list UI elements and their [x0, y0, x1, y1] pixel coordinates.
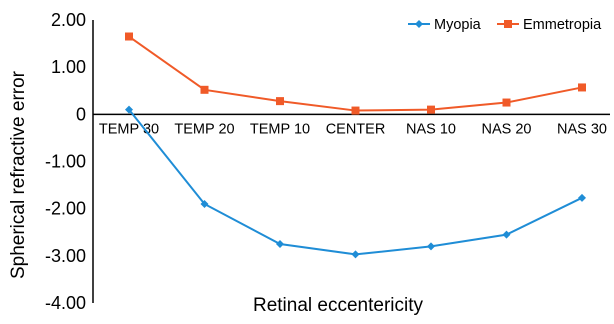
legend-label-emmetropia: Emmetropia [523, 17, 602, 33]
data-point-myopia [276, 240, 284, 249]
x-category-label: NAS 20 [482, 121, 532, 137]
y-axis-ticks: 2.00 1.00 0 -1.00 -2.00 -3.00 -4.00 [45, 10, 86, 313]
data-point-emmetropia [578, 83, 586, 92]
x-axis-category-labels: TEMP 30 TEMP 20 TEMP 10 CENTER NAS 10 NAS 20 N… [99, 121, 607, 137]
data-point-myopia [351, 250, 360, 259]
data-point-emmetropia [351, 106, 360, 115]
y-tick-label: -1.00 [45, 152, 86, 172]
x-category-label: TEMP 10 [250, 121, 310, 137]
data-point-emmetropia [427, 105, 435, 114]
data-point-myopia [200, 199, 209, 208]
x-category-label: CENTER [326, 121, 386, 137]
series-emmetropia [125, 32, 586, 115]
x-category-label: TEMP 20 [174, 121, 234, 137]
y-tick-label: -4.00 [45, 293, 86, 313]
legend-item-myopia: Myopia [408, 17, 482, 33]
legend-label-myopia: Myopia [434, 17, 482, 33]
series-myopia [125, 105, 586, 259]
legend: Myopia Emmetropia [408, 17, 602, 33]
y-tick-label: -3.00 [45, 246, 86, 266]
series-layer [125, 32, 586, 259]
legend-marker-emmetropia [504, 20, 512, 28]
legend-item-emmetropia: Emmetropia [497, 17, 602, 33]
y-axis-title: Spherical refractive error [8, 70, 29, 279]
x-category-label: NAS 30 [557, 121, 607, 137]
data-point-myopia [502, 230, 511, 239]
y-tick-label: 0 [76, 104, 86, 124]
data-point-emmetropia [125, 32, 133, 41]
legend-marker-myopia [415, 20, 423, 28]
x-category-label: NAS 10 [406, 121, 456, 137]
series-line-emmetropia [128, 35, 583, 112]
data-point-emmetropia [276, 97, 284, 106]
y-tick-label: 2.00 [51, 10, 86, 30]
y-tick-label: -2.00 [45, 199, 86, 219]
data-point-emmetropia [502, 98, 511, 107]
x-category-label: TEMP 30 [99, 121, 159, 137]
data-point-myopia [578, 193, 586, 202]
data-point-myopia [427, 242, 435, 251]
data-point-myopia [125, 105, 133, 114]
y-tick-label: 1.00 [51, 57, 86, 77]
data-point-emmetropia [200, 85, 209, 94]
x-axis-title: Retinal eccentericity [253, 295, 424, 316]
